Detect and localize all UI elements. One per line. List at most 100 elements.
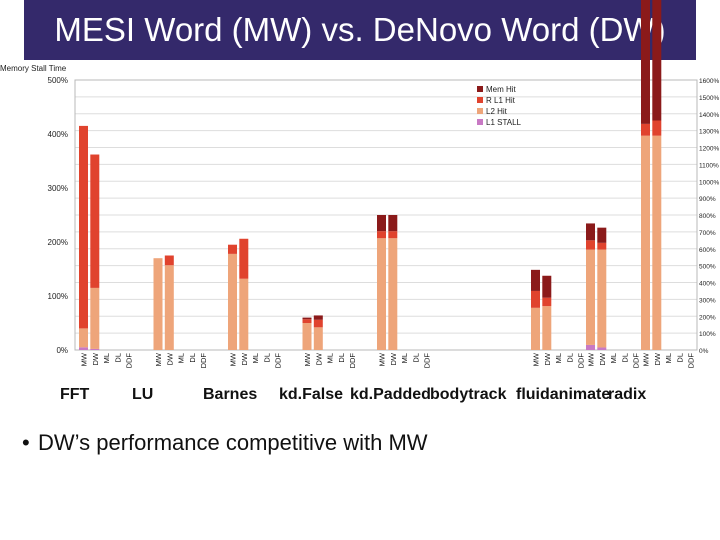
bar-segment-l2hit xyxy=(531,307,540,350)
legend-label: L2 Hit xyxy=(486,107,508,116)
bar-segment-l2hit xyxy=(302,323,312,350)
bar-segment-rl1hit xyxy=(90,154,100,288)
bar-segment-memhit xyxy=(586,223,595,241)
legend-swatch xyxy=(477,119,483,125)
bar-segment-memhit xyxy=(597,227,607,243)
bar-slot-label: DW xyxy=(389,352,398,365)
legend-swatch xyxy=(477,86,483,92)
right-y-tick-label: 600% xyxy=(699,247,716,254)
bar-slot-label: MW xyxy=(229,352,238,366)
bar-slot-label: DL xyxy=(337,353,346,363)
bar-segment-rl1hit xyxy=(79,125,88,329)
group-label: kd.False xyxy=(279,386,343,403)
legend-label: R L1 Hit xyxy=(486,96,516,105)
bar-slot-label: DL xyxy=(620,353,629,363)
bar-slot-label: DDF xyxy=(348,353,357,369)
left-y-tick-label: 0% xyxy=(56,346,68,355)
bar-segment-rl1hit xyxy=(302,319,312,323)
left-y-tick-label: 500% xyxy=(48,76,68,85)
right-y-tick-label: 300% xyxy=(699,297,716,304)
legend-swatch xyxy=(477,108,483,114)
left-y-tick-label: 100% xyxy=(48,292,68,301)
bar-slot-label: DL xyxy=(411,353,420,363)
memory-stall-chart: 0% 100% 200% 300% 400% 500% 0% 100% 200% 300% 400%… xyxy=(48,0,719,403)
right-y-tick-label: 0% xyxy=(699,348,709,355)
bar-slot-label: MW xyxy=(532,352,541,366)
left-y-tick-label: 400% xyxy=(48,130,68,139)
bar-slot-label: DL xyxy=(188,353,197,363)
bar-slot-label: MW xyxy=(303,352,312,366)
group-label: fluidanimate xyxy=(516,386,610,403)
group-label: FFT xyxy=(60,386,90,403)
bar-slot-label: DL xyxy=(675,353,684,363)
bar-slot-label: DW xyxy=(314,352,323,365)
bar-slot-label: DW xyxy=(240,352,249,365)
bar-segment-l2hit xyxy=(239,278,249,350)
bar-slot-label: MW xyxy=(80,352,89,366)
bar-segment-rl1hit xyxy=(388,231,398,239)
right-y-tick-label: 1600% xyxy=(699,78,719,85)
bar-segment-rl1hit xyxy=(531,290,540,308)
bar-slot-label: DW xyxy=(653,352,662,365)
group-label: kd.Padded xyxy=(350,386,431,403)
bar-slot-label: DDF xyxy=(199,353,208,369)
bar-segment-l2hit xyxy=(377,238,386,350)
bar-segment-l2hit xyxy=(597,249,607,348)
bar-slot-label: DDF xyxy=(125,353,134,369)
bar-slot-label: DDF xyxy=(274,353,283,369)
right-y-tick-label: 1300% xyxy=(699,129,719,136)
bar-segment-memhit xyxy=(641,0,650,124)
group-label: radix xyxy=(608,386,646,403)
bar-segment-l1stall xyxy=(79,347,88,350)
bar-segment-rl1hit xyxy=(313,319,323,328)
legend-swatch xyxy=(477,97,483,103)
bar-slot-label: ML xyxy=(326,353,335,363)
bar-segment-l2hit xyxy=(388,238,398,350)
title-banner xyxy=(24,0,696,60)
group-label: Barnes xyxy=(203,386,257,403)
bullet-item: • DW’s performance competitive with MW xyxy=(22,430,428,456)
right-y-tick-label: 100% xyxy=(699,331,716,338)
right-y-tick-label: 900% xyxy=(699,196,716,203)
right-y-tick-label: 500% xyxy=(699,264,716,271)
right-y-tick-label: 700% xyxy=(699,230,716,237)
bar-segment-rl1hit xyxy=(542,297,552,307)
bar-slot-label: DDF xyxy=(687,353,696,369)
bar-segment-rl1hit xyxy=(597,242,607,250)
bullet-dot-icon: • xyxy=(22,430,30,455)
bar-slot-label: DDF xyxy=(423,353,432,369)
right-y-tick-label: 400% xyxy=(699,281,716,288)
bar-slot-label: DW xyxy=(91,352,100,365)
bar-segment-l2hit xyxy=(228,253,237,350)
right-y-tick-label: 1200% xyxy=(699,146,719,153)
bar-segment-memhit xyxy=(542,275,552,298)
bar-segment-l1stall xyxy=(597,347,607,350)
bar-slot-label: DW xyxy=(543,352,552,365)
bar-slot-label: DDF xyxy=(632,353,641,369)
bar-slot-label: DW xyxy=(165,352,174,365)
left-y-tick-label: 300% xyxy=(48,184,68,193)
right-y-tick-label: 1500% xyxy=(699,95,719,102)
bar-segment-memhit xyxy=(652,0,662,121)
group-label: bodytrack xyxy=(430,386,507,403)
bar-segment-rl1hit xyxy=(239,238,249,279)
bar-slot-label: ML xyxy=(664,353,673,363)
right-y-tick-label: 1400% xyxy=(699,112,719,119)
right-y-tick-label: 800% xyxy=(699,213,716,220)
bar-slot-label: ML xyxy=(554,353,563,363)
bar-segment-l1stall xyxy=(90,348,100,350)
bar-slot-label: DW xyxy=(598,352,607,365)
bar-segment-l1stall xyxy=(586,344,595,350)
right-y-tick-label: 200% xyxy=(699,314,716,321)
bar-slot-label: ML xyxy=(102,353,111,363)
bar-segment-memhit xyxy=(377,215,386,232)
bar-slot-label: DDF xyxy=(577,353,586,369)
page-title: MESI Word (MW) vs. DeNovo Word (DW) xyxy=(54,11,666,48)
bar-segment-l2hit xyxy=(652,135,662,350)
bar-slot-label: MW xyxy=(378,352,387,366)
bar-slot-label: MW xyxy=(642,352,651,366)
bar-segment-l2hit xyxy=(164,265,174,350)
bar-segment-l2hit xyxy=(641,135,650,350)
bar-segment-l2hit xyxy=(90,287,100,349)
bar-slot-label: ML xyxy=(609,353,618,363)
